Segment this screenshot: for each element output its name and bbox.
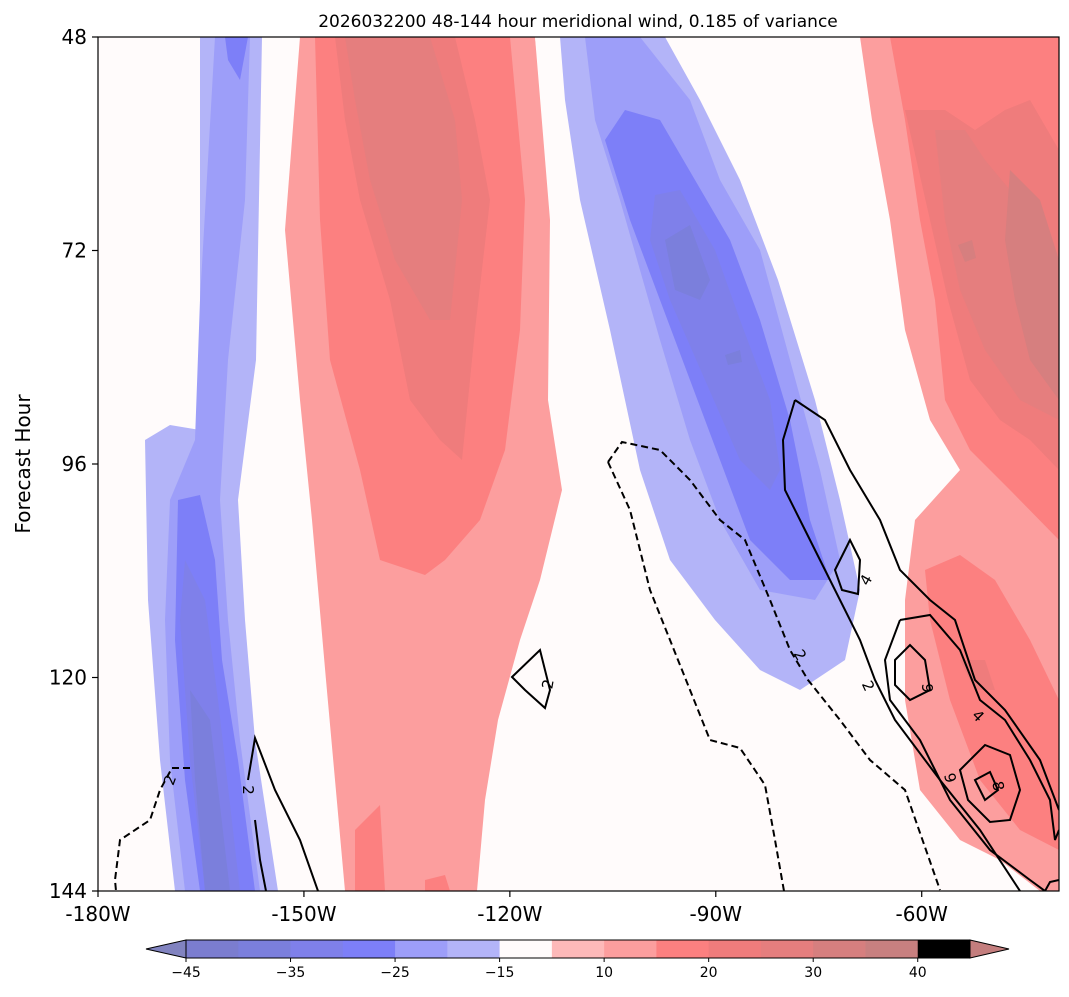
- filled-contour-region: [725, 350, 742, 365]
- colorbar-tick-label: −45: [171, 965, 201, 981]
- positive-contour-line: [894, 643, 932, 702]
- filled-contour-region: [190, 690, 230, 891]
- colorbar-segment: [865, 940, 919, 958]
- filled-contour-region: [355, 805, 385, 891]
- y-axis-label: Forecast Hour: [11, 394, 35, 534]
- positive-contour-line: [958, 743, 1022, 824]
- filled-contour-region: [345, 37, 462, 320]
- x-tick-label: -90W: [690, 902, 743, 926]
- colorbar-tick-label: 40: [909, 965, 927, 981]
- positive-contour-line: [899, 613, 1059, 841]
- negative-contour-line: [607, 461, 785, 891]
- colorbar-segment: [760, 940, 814, 958]
- colorbar-frame: [185, 939, 971, 959]
- filled-contour-region: [665, 225, 710, 300]
- filled-contour-region: [425, 875, 450, 891]
- positive-contour-line: [1044, 879, 1059, 891]
- chart-title: 2026032200 48-144 hour meridional wind, …: [318, 12, 838, 32]
- contour-label: 2: [538, 678, 557, 691]
- colorbar-over-arrow: [969, 939, 1010, 959]
- contour-lines: [113, 399, 1059, 891]
- positive-contour-line: [510, 648, 552, 710]
- x-tick-label: -60W: [895, 902, 948, 926]
- positive-contour-line: [781, 399, 1021, 891]
- colorbar-segment: [708, 940, 762, 958]
- colorbar-segment: [342, 940, 396, 958]
- filled-contour-region: [960, 660, 995, 690]
- colorbar-tick-label: 30: [804, 965, 822, 981]
- colorbar-tick-label: 20: [700, 965, 718, 981]
- contour-label: 2: [239, 785, 257, 795]
- colorbar-segment: [447, 940, 501, 958]
- y-tick-label: 48: [62, 25, 87, 49]
- y-axis: 48 72 96 120 144: [49, 25, 98, 903]
- colorbar-segment: [499, 940, 553, 958]
- colorbar-segment: [917, 940, 971, 958]
- y-tick-label: 144: [49, 879, 87, 903]
- colorbar-segment: [813, 940, 866, 958]
- colorbar-tick-label: −15: [485, 965, 515, 981]
- positive-contour-line: [973, 770, 1000, 802]
- y-tick-label: 96: [62, 452, 87, 476]
- x-tick-label: -150W: [271, 902, 336, 926]
- contour-label: 9: [918, 683, 936, 693]
- colorbar-tick-label: −25: [380, 965, 410, 981]
- contour-label: 8: [988, 780, 1007, 793]
- colorbar-segment: [238, 940, 292, 958]
- positive-contour-line: [794, 399, 1059, 811]
- y-tick-label: 120: [49, 666, 87, 690]
- colorbar-tick-label: −35: [276, 965, 306, 981]
- x-tick-label: -120W: [477, 902, 542, 926]
- x-tick-label: -180W: [65, 902, 130, 926]
- contour-label: 9: [940, 771, 960, 785]
- colorbar-segment: [656, 940, 710, 958]
- colorbar-segment: [551, 940, 605, 958]
- colorbar-segment: [395, 940, 448, 958]
- filled-contours: [126, 37, 1059, 891]
- filled-contour-region: [1005, 170, 1059, 400]
- filled-contour-region: [958, 240, 976, 262]
- positive-contour-line: [833, 537, 862, 596]
- colorbar: −45 −35 −25 −15 10 20 30 40: [145, 939, 1010, 981]
- negative-contour-line: [113, 767, 190, 891]
- colorbar-segment: [604, 940, 657, 958]
- negative-contour-line: [607, 440, 941, 891]
- positive-contour-line: [883, 619, 1046, 891]
- colorbar-segment: [186, 940, 239, 958]
- filled-contour-region: [225, 37, 248, 80]
- positive-contour-line: [254, 819, 267, 891]
- colorbar-segment: [290, 940, 344, 958]
- colorbar-under-arrow: [145, 939, 187, 959]
- colorbar-tick-label: 10: [595, 965, 613, 981]
- positive-contour-line: [247, 734, 319, 891]
- x-axis: -180W -150W -120W -90W -60W: [65, 891, 948, 926]
- y-tick-label: 72: [62, 239, 87, 263]
